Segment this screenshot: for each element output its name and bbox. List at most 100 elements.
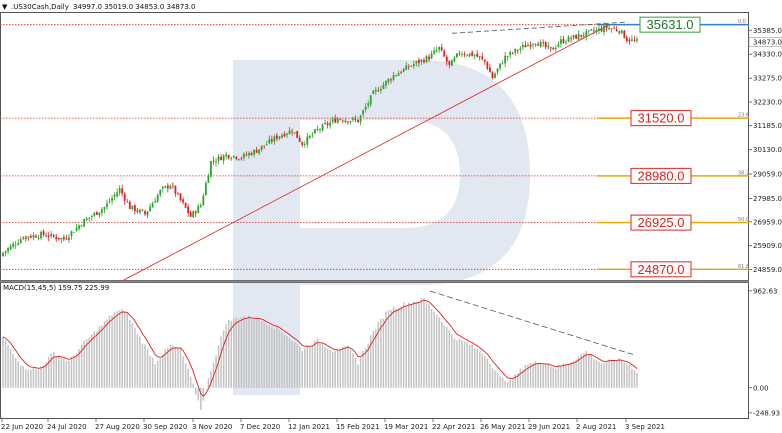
- candle-body: [346, 121, 349, 123]
- macd-axis: 962.63 0.00 -248.93: [749, 287, 780, 417]
- candle-body: [410, 65, 413, 67]
- candle-body: [562, 38, 565, 43]
- candle-body: [131, 205, 134, 209]
- candle-body: [625, 37, 628, 41]
- candle-body: [524, 44, 527, 48]
- candle-body: [486, 62, 489, 69]
- candle-body: [174, 185, 177, 194]
- candle-body: [577, 34, 580, 40]
- candle-body: [329, 122, 332, 126]
- candle-body: [423, 59, 425, 63]
- candle-body: [319, 129, 321, 130]
- candle-body: [567, 36, 570, 42]
- date-axis-label: 27 Aug 2020: [95, 423, 140, 431]
- candle-body: [618, 31, 621, 33]
- candle-body: [608, 28, 611, 30]
- candle-body: [382, 84, 385, 89]
- candle-body: [575, 34, 578, 39]
- candle-body: [585, 30, 588, 37]
- candle-body: [296, 131, 299, 138]
- candle-body: [293, 132, 296, 134]
- menu-triangle-icon[interactable]: ▼: [2, 3, 8, 11]
- candle-body: [40, 232, 42, 239]
- candle-body: [291, 131, 294, 133]
- candle-body: [519, 48, 522, 50]
- candle-body: [32, 235, 35, 238]
- candle-body: [270, 139, 273, 142]
- candle-body: [598, 28, 600, 31]
- candle-body: [278, 136, 281, 139]
- candle-body: [321, 124, 324, 131]
- candle-body: [539, 42, 542, 47]
- candle-body: [258, 149, 261, 154]
- candle-body: [489, 67, 491, 73]
- candle-body: [377, 90, 380, 92]
- candle-body: [126, 201, 129, 203]
- candle-body: [471, 52, 474, 56]
- candle-body: [397, 73, 400, 76]
- candle-body: [306, 136, 309, 145]
- candle-body: [103, 207, 106, 210]
- candle-body: [65, 238, 68, 240]
- current-price-marker: [748, 37, 782, 47]
- candle-body: [136, 210, 139, 212]
- candle-body: [542, 42, 545, 44]
- symbol-label: .US30Cash,Daily: [11, 3, 69, 11]
- candle-body: [324, 123, 326, 124]
- candle-body: [303, 144, 306, 145]
- candle-body: [615, 29, 618, 31]
- candle-body: [610, 28, 613, 30]
- candle-body: [217, 156, 220, 161]
- candle-body: [253, 149, 255, 155]
- candle-body: [199, 205, 202, 207]
- candle-body: [288, 130, 291, 135]
- fib-percent-tag: 23.6: [738, 113, 749, 119]
- candle-body: [476, 53, 479, 57]
- candle-body: [405, 65, 408, 70]
- candle-body: [227, 155, 230, 159]
- candle-body: [57, 237, 60, 240]
- candle-body: [412, 63, 415, 67]
- candle-body: [362, 110, 365, 115]
- watermark-shape: [233, 60, 530, 395]
- candle-body: [582, 35, 585, 37]
- price-axis-label: 25909.0: [753, 242, 782, 250]
- candle-body: [55, 236, 58, 240]
- date-axis-label: 15 Feb 2021: [336, 423, 380, 431]
- candle-body: [443, 50, 446, 57]
- candle-body: [123, 193, 126, 201]
- candle-body: [172, 185, 174, 187]
- ohlc-values: 34997.0 35019.0 34853.0 34873.0: [73, 3, 195, 11]
- candle-body: [387, 78, 390, 83]
- macd-axis-label: 0.00: [753, 384, 769, 392]
- level-label-text: 28980.0: [638, 168, 685, 183]
- date-axis-label: 2 Aug 2021: [576, 423, 616, 431]
- candle-body: [4, 251, 7, 253]
- trend-lines: [121, 21, 629, 282]
- date-axis-label: 3 Nov 2020: [192, 423, 232, 431]
- candle-body: [47, 235, 50, 238]
- candle-body: [27, 236, 30, 238]
- candle-body: [433, 50, 436, 54]
- candle-body: [212, 160, 215, 162]
- candle-body: [265, 144, 268, 146]
- candle-body: [565, 41, 567, 43]
- candle-body: [17, 243, 20, 245]
- candle-body: [286, 133, 288, 136]
- candle-body: [613, 28, 616, 29]
- candle-body: [631, 39, 633, 41]
- candle-body: [339, 119, 342, 121]
- macd-axis-label: 962.63: [753, 287, 778, 295]
- candle-body: [283, 133, 286, 137]
- candle-body: [62, 236, 65, 240]
- date-axis-label: 22 Jun 2020: [1, 423, 43, 431]
- candle-body: [78, 225, 80, 229]
- candle-body: [331, 119, 334, 122]
- candle-body: [402, 68, 405, 72]
- price-axis-label: 24859.0: [753, 266, 782, 274]
- candle-body: [108, 201, 111, 203]
- candle-body: [521, 44, 524, 48]
- date-axis-label: 12 Jan 2021: [288, 423, 330, 431]
- candle-body: [592, 30, 595, 32]
